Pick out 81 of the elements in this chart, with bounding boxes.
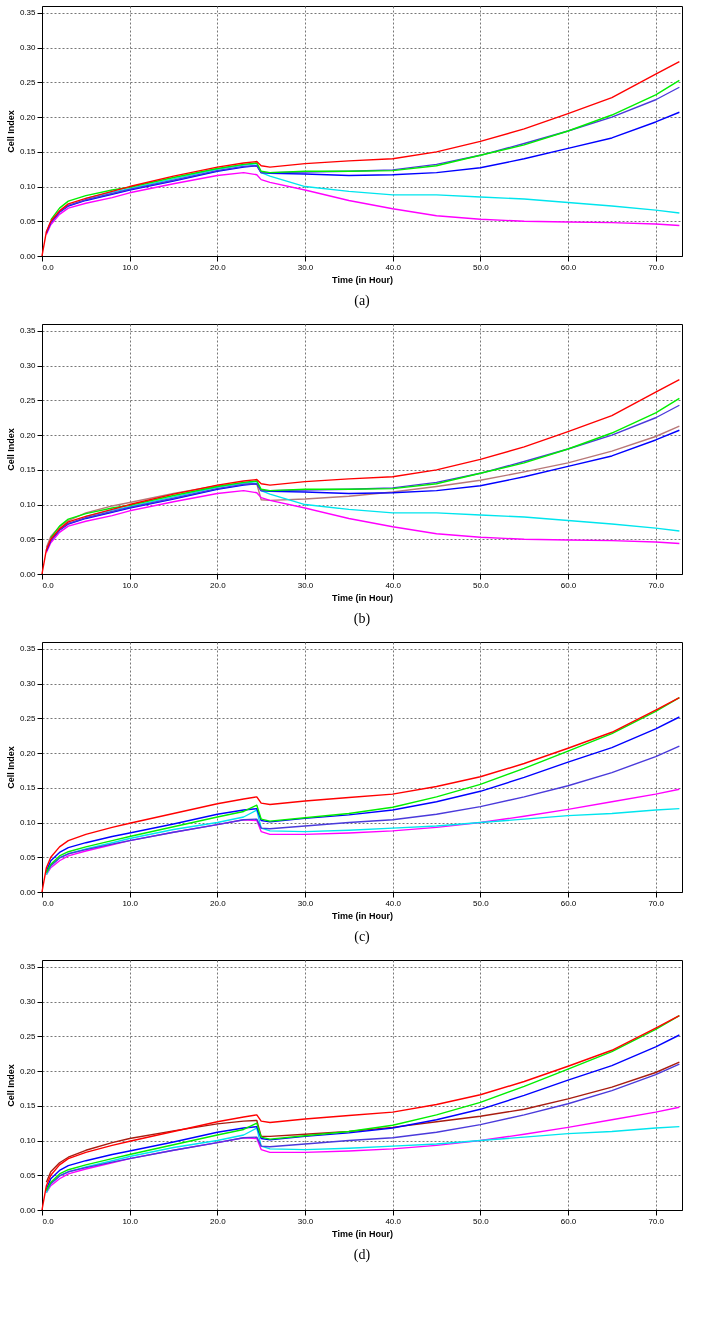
x-tick-label: 10.0 — [122, 1216, 139, 1226]
x-tick-label: 60.0 — [560, 262, 577, 272]
line-series — [45, 1125, 681, 1194]
x-tick-label: 30.0 — [297, 580, 314, 590]
y-tick-label: 0.20 — [19, 112, 37, 122]
y-tick-label: 0.00 — [19, 1205, 37, 1215]
x-axis-title: Time (in Hour) — [332, 1228, 393, 1239]
x-tick-label: 50.0 — [473, 580, 490, 590]
line-series — [45, 489, 681, 554]
x-tick-label: 0.0 — [42, 898, 55, 908]
y-tick-label: 0.15 — [19, 783, 37, 793]
y-tick-label: 0.20 — [19, 430, 37, 440]
x-tick-label: 20.0 — [210, 262, 227, 272]
x-tick-label: 40.0 — [385, 262, 402, 272]
x-tick-label: 40.0 — [385, 1216, 402, 1226]
y-tick-label: 0.30 — [19, 361, 37, 371]
y-axis-title: Cell Index — [5, 110, 16, 153]
y-tick-label: 0.15 — [19, 465, 37, 475]
y-tick-label: 0.35 — [19, 962, 37, 972]
y-tick-label: 0.20 — [19, 1066, 37, 1076]
y-tick-label: 0.20 — [19, 748, 37, 758]
y-tick-label: 0.10 — [19, 500, 37, 510]
x-tick-label: 70.0 — [648, 898, 665, 908]
x-tick-label: 10.0 — [122, 898, 139, 908]
y-tick-label: 0.05 — [19, 534, 37, 544]
x-tick-label: 0.0 — [42, 1216, 55, 1226]
x-tick-label: 50.0 — [473, 1216, 490, 1226]
x-tick-label: 30.0 — [297, 262, 314, 272]
y-tick-label: 0.10 — [19, 818, 37, 828]
x-tick-label: 30.0 — [297, 898, 314, 908]
y-tick-label: 0.30 — [19, 997, 37, 1007]
y-tick-label: 0.00 — [19, 887, 37, 897]
x-tick-label: 0.0 — [42, 262, 55, 272]
text: (b) — [353, 611, 371, 627]
x-tick-label: 60.0 — [560, 580, 577, 590]
x-tick-label: 40.0 — [385, 898, 402, 908]
y-tick-label: 0.05 — [19, 852, 37, 862]
x-tick-label: 70.0 — [648, 580, 665, 590]
x-tick-label: 50.0 — [473, 262, 490, 272]
line-series — [45, 807, 681, 876]
x-tick-label: 60.0 — [560, 1216, 577, 1226]
y-tick-label: 0.10 — [19, 182, 37, 192]
x-tick-label: 10.0 — [122, 262, 139, 272]
y-tick-label: 0.15 — [19, 1101, 37, 1111]
y-tick-label: 0.35 — [19, 326, 37, 336]
x-axis-title: Time (in Hour) — [332, 592, 393, 603]
x-tick-label: 20.0 — [210, 580, 227, 590]
y-tick-label: 0.00 — [19, 251, 37, 261]
y-tick-label: 0.00 — [19, 569, 37, 579]
x-tick-label: 50.0 — [473, 898, 490, 908]
y-tick-label: 0.25 — [19, 77, 37, 87]
x-tick-label: 40.0 — [385, 580, 402, 590]
y-tick-label: 0.05 — [19, 216, 37, 226]
y-tick-label: 0.25 — [19, 395, 37, 405]
text: (c) — [354, 929, 371, 945]
y-tick-label: 0.10 — [19, 1136, 37, 1146]
line-series — [45, 111, 681, 234]
x-tick-label: 70.0 — [648, 1216, 665, 1226]
y-tick-label: 0.25 — [19, 713, 37, 723]
y-tick-label: 0.05 — [19, 1170, 37, 1180]
y-tick-label: 0.35 — [19, 644, 37, 654]
y-tick-label: 0.15 — [19, 147, 37, 157]
x-tick-label: 10.0 — [122, 580, 139, 590]
y-axis-title: Cell Index — [5, 428, 16, 471]
text: (d) — [353, 1247, 371, 1263]
y-tick-label: 0.25 — [19, 1031, 37, 1041]
x-tick-label: 70.0 — [648, 262, 665, 272]
y-tick-label: 0.30 — [19, 43, 37, 53]
x-axis-title: Time (in Hour) — [332, 910, 393, 921]
line-series — [45, 171, 681, 236]
y-tick-label: 0.30 — [19, 679, 37, 689]
x-tick-label: 20.0 — [210, 898, 227, 908]
x-tick-label: 60.0 — [560, 898, 577, 908]
x-tick-label: 0.0 — [42, 580, 55, 590]
y-tick-label: 0.35 — [19, 8, 37, 18]
x-tick-label: 30.0 — [297, 1216, 314, 1226]
text: (a) — [354, 293, 371, 309]
x-tick-label: 20.0 — [210, 1216, 227, 1226]
y-axis-title: Cell Index — [5, 746, 16, 789]
x-axis-title: Time (in Hour) — [332, 274, 393, 285]
y-axis-title: Cell Index — [5, 1064, 16, 1107]
